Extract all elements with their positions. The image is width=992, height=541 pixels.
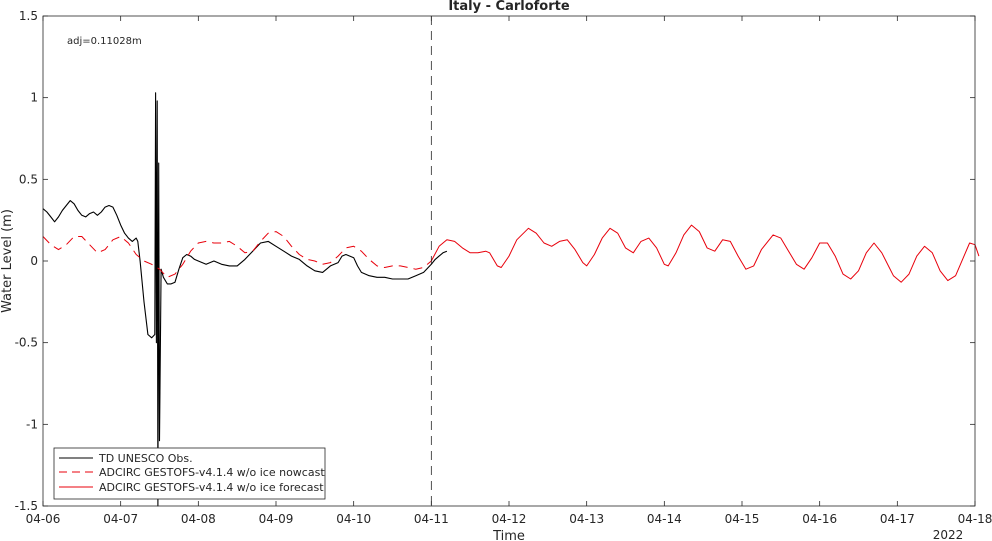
legend-label-nowcast: ADCIRC GESTOFS-v4.1.4 w/o ice nowcast bbox=[99, 466, 325, 479]
x-tick-label: 04-09 bbox=[259, 512, 294, 526]
legend-label-forecast: ADCIRC GESTOFS-v4.1.4 w/o ice forecast bbox=[99, 481, 324, 494]
x-tick-label: 04-08 bbox=[181, 512, 216, 526]
series-forecast-line bbox=[430, 224, 980, 283]
y-tick-label: -1 bbox=[26, 417, 38, 431]
y-tick-label: 1 bbox=[30, 91, 38, 105]
y-tick-label: -1.5 bbox=[15, 499, 38, 513]
series-nowcast-line bbox=[42, 231, 432, 278]
series-obs-line bbox=[42, 92, 448, 507]
legend-label-obs: TD UNESCO Obs. bbox=[98, 452, 193, 465]
x-tick-label: 04-06 bbox=[26, 512, 61, 526]
x-tick-label: 04-11 bbox=[414, 512, 449, 526]
x-tick-label: 04-10 bbox=[336, 512, 371, 526]
x-tick-label: 04-15 bbox=[725, 512, 760, 526]
x-tick-label: 04-14 bbox=[647, 512, 682, 526]
x-year-label: 2022 bbox=[933, 528, 964, 541]
plot-area bbox=[43, 16, 975, 506]
y-axis-label: Water Level (m) bbox=[0, 209, 15, 313]
ticks-layer: 04-06 04-07 04-08 04-09 04-10 04-11 04-12 04-13… bbox=[15, 9, 992, 526]
x-tick-label: 04-13 bbox=[569, 512, 604, 526]
y-tick-label: -0.5 bbox=[15, 336, 38, 350]
x-tick-label: 04-16 bbox=[802, 512, 837, 526]
y-tick-label: 0 bbox=[30, 254, 38, 268]
x-tick-label: 04-17 bbox=[880, 512, 915, 526]
x-tick-label: 04-18 bbox=[958, 512, 992, 526]
y-tick-label: 0.5 bbox=[19, 172, 38, 186]
x-tick-label: 04-12 bbox=[492, 512, 527, 526]
series-layer bbox=[42, 92, 980, 507]
adjustment-annotation: adj=0.11028m bbox=[67, 36, 142, 47]
x-tick-label: 04-07 bbox=[103, 512, 138, 526]
y-tick-label: 1.5 bbox=[19, 9, 38, 23]
x-axis-label: Time bbox=[492, 529, 525, 541]
legend: TD UNESCO Obs. ADCIRC GESTOFS-v4.1.4 w/o… bbox=[53, 447, 326, 500]
chart-title: Italy - Carloforte bbox=[448, 0, 570, 14]
legend-box bbox=[53, 447, 326, 500]
